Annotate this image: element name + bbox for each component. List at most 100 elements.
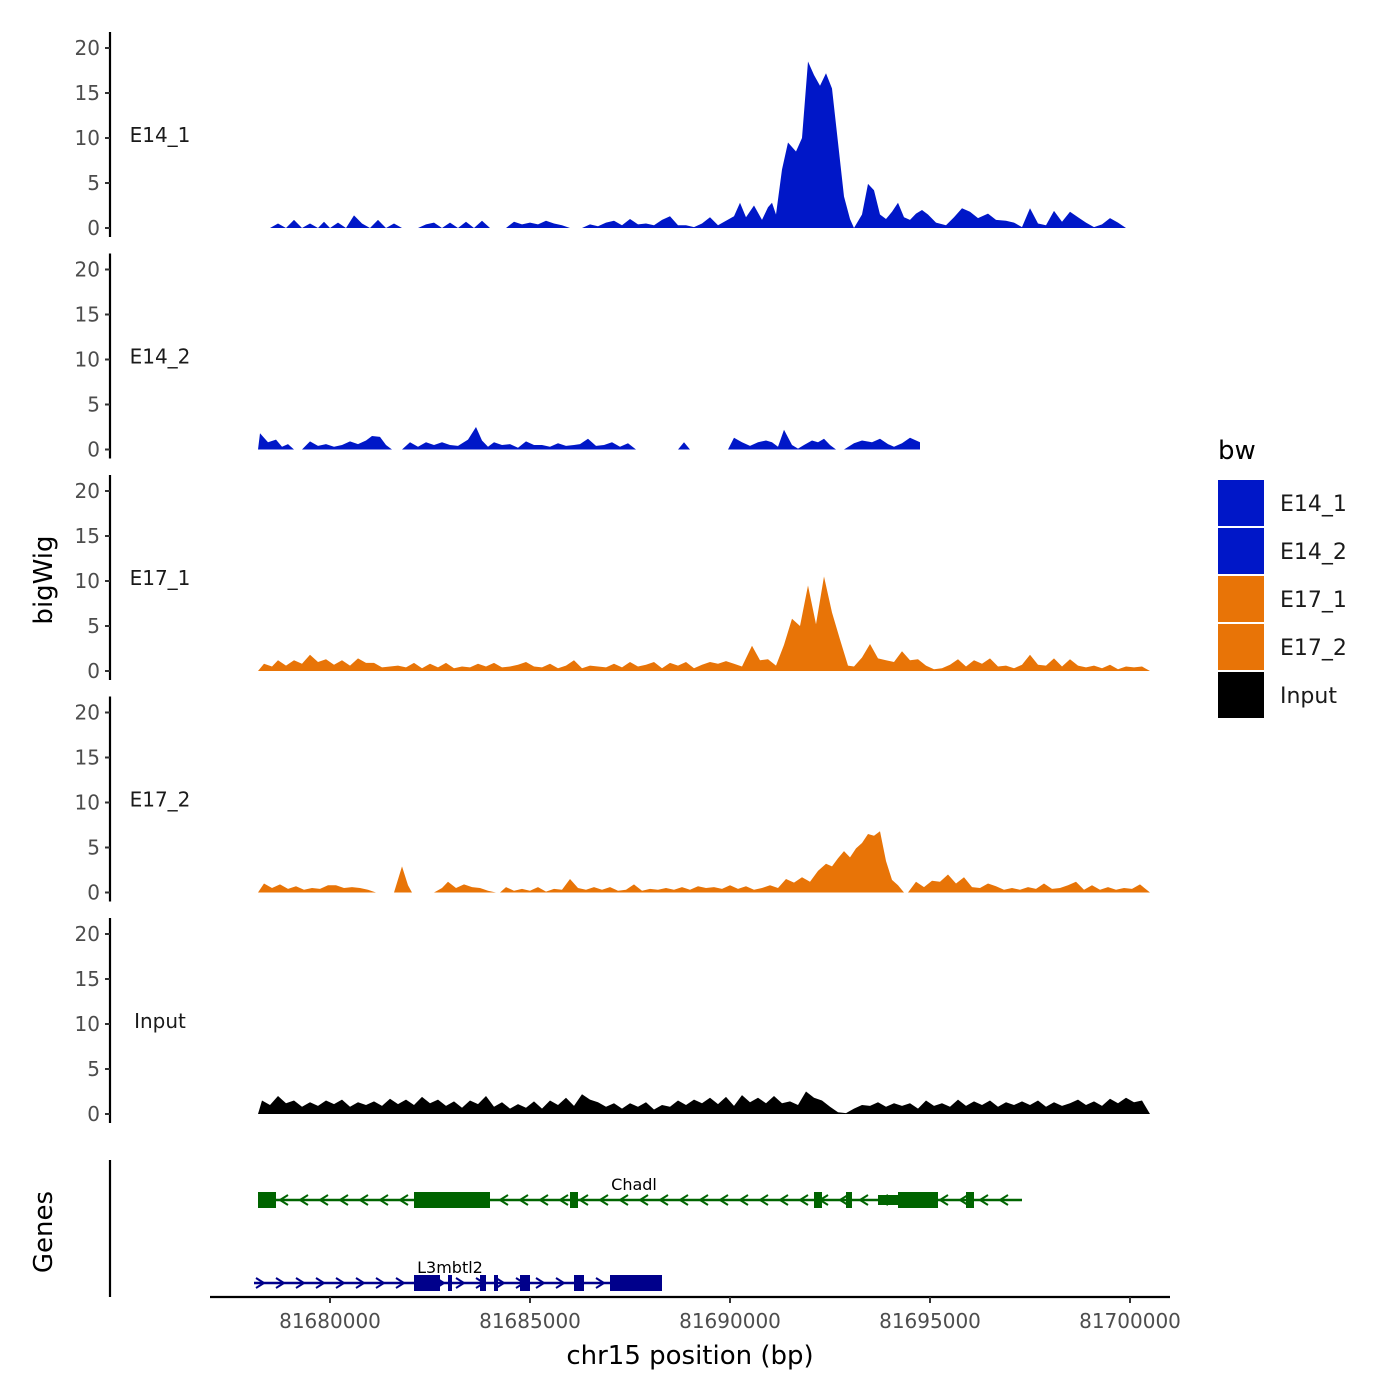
y-tick-label: 5 [87,836,100,860]
y-tick-label: 20 [75,258,100,282]
y-tick-label: 15 [75,524,100,548]
legend: bw E14_1 E14_2 E17_1 E17_2 Input [1218,436,1347,718]
strand-chevron [275,1277,286,1289]
y-tick-label: 20 [75,922,100,946]
legend-title: bw [1218,436,1256,466]
y-tick-label: 10 [75,126,100,150]
strand-chevron [495,1277,506,1289]
strand-chevron [255,1277,266,1289]
strand-chevron [858,1194,869,1206]
strand-chevron [698,1194,709,1206]
track-e14-2: 0 5 10 15 20 E14_2 [75,253,920,462]
gene-exon [570,1192,578,1208]
gene-exon [448,1275,452,1291]
strand-chevron [318,1194,329,1206]
strand-chevron [518,1194,529,1206]
strand-chevron [378,1194,389,1206]
legend-swatch [1218,624,1264,670]
track-e17-2: 0 5 10 15 20 E17_2 [75,696,1150,905]
legend-label: E17_1 [1280,588,1347,613]
gene-exon [494,1275,498,1291]
strand-chevron [538,1194,549,1206]
genes-panel: Genes Chadl L3mbtl2 [29,1160,1022,1297]
strand-chevron [335,1277,346,1289]
strand-chevron [338,1194,349,1206]
strand-chevron [298,1194,309,1206]
strand-chevron [658,1194,669,1206]
strand-chevron [455,1277,466,1289]
track-label: E17_2 [130,788,191,812]
genes-axis-title: Genes [29,1191,59,1273]
gene-exon [520,1275,530,1291]
legend-swatch [1218,480,1264,526]
strand-chevron [355,1277,366,1289]
y-tick-label: 5 [87,614,100,638]
y-tick-label: 10 [75,348,100,372]
y-tick-label: 20 [75,701,100,725]
y-tick-label: 0 [87,659,100,683]
y-tick-label: 5 [87,393,100,417]
x-axis-title: chr15 position (bp) [566,1341,813,1371]
strand-chevron [758,1194,769,1206]
gene-chadl: Chadl [258,1175,1022,1208]
strand-chevron [678,1194,689,1206]
strand-chevron [535,1277,546,1289]
track-input: 0 5 10 15 20 Input [75,918,1150,1126]
strand-chevron [718,1194,729,1206]
track-label: E14_2 [130,345,191,369]
y-tick-label: 10 [75,791,100,815]
strand-chevron [375,1277,386,1289]
gene-exon [814,1192,822,1208]
strand-chevron [555,1277,566,1289]
gene-l3mbtl2: L3mbtl2 [254,1258,662,1291]
gene-exon [258,1192,276,1208]
y-axis-title: bigWig [29,535,59,624]
y-tick-label: 0 [87,1102,100,1126]
y-tick-label: 5 [87,171,100,195]
gene-exon [610,1275,662,1291]
legend-swatch [1218,528,1264,574]
y-tick-label: 5 [87,1057,100,1081]
track-e17-1: 0 5 10 15 20 E17_1 [75,475,1150,683]
coverage-area-input [258,1091,1150,1114]
strand-chevron [578,1194,589,1206]
y-tick-label: 10 [75,1012,100,1036]
strand-chevron [395,1277,406,1289]
coverage-area-e14-1 [270,61,1126,228]
x-tick-label: 81690000 [679,1309,781,1333]
gene-exon [898,1192,938,1208]
strand-chevron [618,1194,629,1206]
y-tick-label: 15 [75,303,100,327]
y-tick-label: 0 [87,881,100,905]
strand-chevron [358,1194,369,1206]
y-tick-label: 10 [75,569,100,593]
y-tick-label: 15 [75,967,100,991]
strand-chevron [958,1194,969,1206]
x-axis: chr15 position (bp) 81680000 81685000 8169… [210,1295,1181,1371]
strand-chevron [295,1277,306,1289]
strand-chevron [978,1194,989,1206]
legend-swatch [1218,672,1264,718]
gene-label: L3mbtl2 [417,1258,483,1277]
strand-chevron [778,1194,789,1206]
track-label: Input [134,1009,186,1033]
x-tick-label: 81700000 [1079,1309,1181,1333]
strand-chevron [595,1277,606,1289]
strand-chevron [798,1194,809,1206]
gene-exon [480,1275,486,1291]
x-tick-label: 81685000 [479,1309,581,1333]
strand-chevron [498,1194,509,1206]
x-tick-label: 81695000 [879,1309,981,1333]
strand-chevron [638,1194,649,1206]
y-tick-label: 0 [87,216,100,240]
gene-label: Chadl [611,1175,657,1194]
coverage-area-e14-2 [258,427,920,450]
y-tick-label: 0 [87,438,100,462]
gene-exon [574,1275,584,1291]
gene-exon [414,1275,440,1291]
y-tick-label: 20 [75,479,100,503]
gene-exon [878,1195,898,1205]
strand-chevron [558,1194,569,1206]
strand-chevron [838,1194,849,1206]
strand-chevron [598,1194,609,1206]
